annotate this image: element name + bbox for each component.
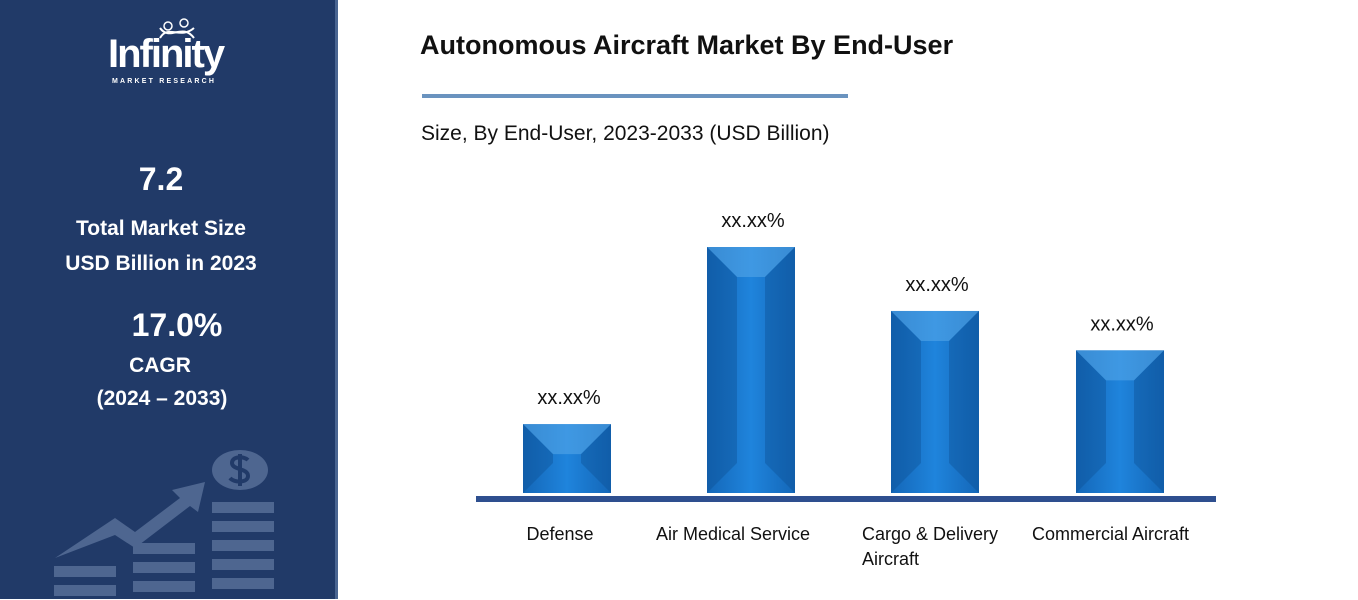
market-size-label: Total Market Size bbox=[76, 217, 246, 240]
bar-0 bbox=[523, 424, 611, 493]
category-label-1: Air Medical Service bbox=[656, 524, 810, 544]
title-divider bbox=[422, 94, 848, 98]
sidebar: Infinity MARKET RESEARCH 7.2 Total Marke… bbox=[0, 0, 338, 599]
category-label-2: Cargo & Delivery bbox=[862, 524, 998, 544]
data-label-3: xx.xx% bbox=[1090, 313, 1154, 335]
market-size-value: 7.2 bbox=[138, 161, 184, 197]
cagr-label: CAGR bbox=[129, 354, 191, 377]
bar-1 bbox=[707, 247, 795, 493]
growth-chart-icon bbox=[54, 450, 274, 596]
logo-subtext: MARKET RESEARCH bbox=[112, 78, 217, 85]
category-label-0: Defense bbox=[526, 524, 593, 544]
logo: Infinity MARKET RESEARCH bbox=[108, 18, 248, 90]
bar-2 bbox=[891, 310, 979, 493]
chart-subtitle: Size, By End-User, 2023-2033 (USD Billio… bbox=[421, 122, 830, 145]
logo-text: Infinity bbox=[108, 32, 225, 76]
logo-emblem-icon bbox=[159, 18, 195, 39]
cagr-period: (2024 – 2033) bbox=[96, 387, 228, 410]
data-label-2: xx.xx% bbox=[905, 274, 969, 296]
chart-title: Autonomous Aircraft Market By End-User bbox=[420, 30, 954, 60]
category-label-3: Commercial Aircraft bbox=[1032, 524, 1189, 544]
x-axis-line bbox=[476, 496, 1216, 502]
bar-3 bbox=[1076, 350, 1164, 493]
data-label-0: xx.xx% bbox=[537, 387, 601, 409]
market-size-unit: USD Billion in 2023 bbox=[65, 252, 257, 275]
cagr-value: 17.0% bbox=[131, 307, 223, 343]
category-label-2: Aircraft bbox=[862, 549, 919, 569]
data-label-1: xx.xx% bbox=[721, 210, 785, 232]
